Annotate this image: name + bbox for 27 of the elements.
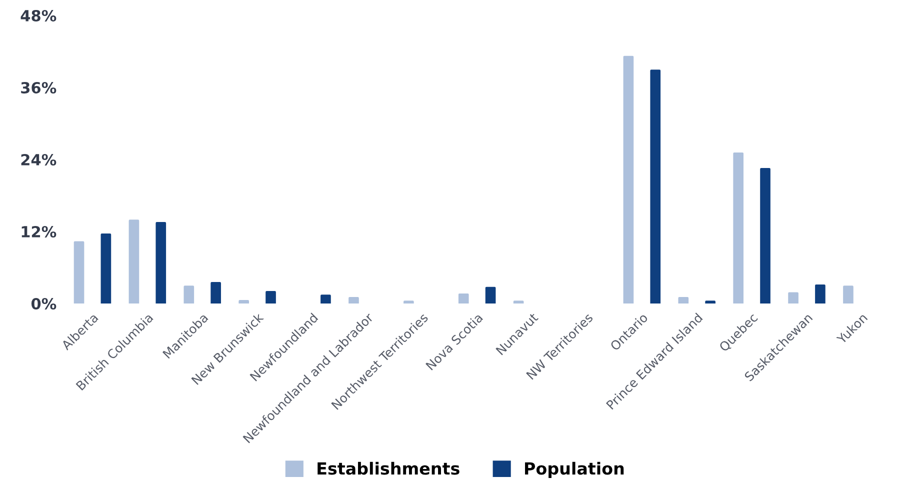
y-tick-label: 36% bbox=[21, 82, 56, 94]
bar bbox=[156, 222, 166, 304]
bar bbox=[815, 284, 826, 304]
bar bbox=[843, 286, 854, 304]
bar bbox=[74, 241, 84, 304]
bar bbox=[485, 286, 496, 304]
bar bbox=[128, 220, 140, 304]
bar bbox=[678, 297, 689, 304]
y-tick-label: 48% bbox=[20, 10, 56, 22]
bar bbox=[100, 233, 112, 304]
y-tick-label: 0% bbox=[31, 298, 56, 310]
y-tick-label: 24% bbox=[21, 154, 56, 166]
bar bbox=[184, 286, 194, 304]
y-tick-label: 12% bbox=[22, 226, 56, 238]
bar bbox=[623, 56, 634, 304]
bar bbox=[733, 152, 744, 304]
bar bbox=[238, 300, 250, 304]
bar bbox=[266, 291, 276, 304]
legend-label: Population bbox=[525, 462, 624, 478]
bar bbox=[348, 297, 359, 304]
bar bbox=[210, 282, 221, 304]
bar bbox=[788, 292, 798, 304]
bar bbox=[320, 294, 331, 304]
legend-label: Establishments bbox=[318, 462, 460, 475]
bar bbox=[760, 168, 770, 304]
bar bbox=[458, 293, 469, 304]
bar bbox=[650, 70, 661, 304]
